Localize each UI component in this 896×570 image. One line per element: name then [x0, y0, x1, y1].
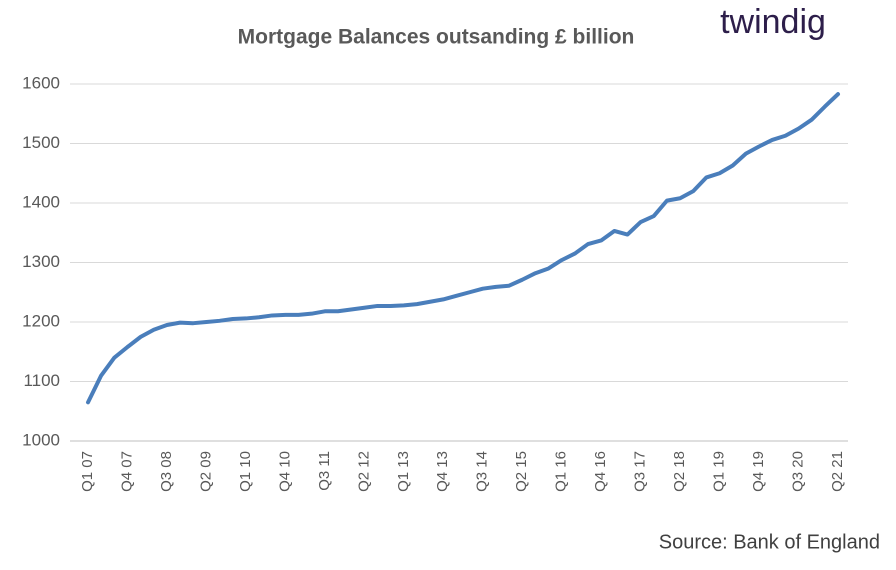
x-tick-label: Q1 19: [711, 451, 728, 492]
x-tick-label: Q3 14: [474, 451, 491, 492]
x-tick-label: Q4 13: [434, 451, 451, 492]
y-tick-label: 1300: [22, 252, 60, 271]
x-tick-label: Q1 13: [395, 451, 412, 492]
line-series: [86, 92, 840, 405]
logo: twindig: [720, 3, 826, 41]
x-tick-label: Q3 17: [632, 451, 649, 492]
x-tick-label: Q4 10: [276, 451, 293, 492]
y-tick-label: 1500: [22, 133, 60, 152]
y-tick-label: 1200: [22, 311, 60, 330]
x-tick-label: Q3 20: [789, 451, 806, 492]
source: Source: Bank of England: [659, 531, 880, 553]
x-tick-label: Q4 19: [750, 451, 767, 492]
x-tick-label: Q2 21: [829, 451, 846, 492]
chart-title: Mortgage Balances outsanding £ billion: [238, 26, 635, 49]
x-tick-label: Q2 18: [671, 451, 688, 492]
y-tick-label: 1000: [22, 430, 60, 449]
x-tick-label: Q3 08: [158, 451, 175, 492]
x-tick-label: Q1 10: [237, 451, 254, 492]
x-tick-label: Q4 07: [118, 451, 135, 492]
x-tick-label: Q1 07: [79, 451, 96, 492]
x-tick-label: Q4 16: [592, 451, 609, 492]
y-tick-label: 1100: [23, 371, 60, 390]
x-tick-label: Q1 16: [553, 451, 570, 492]
x-tick-label: Q2 12: [355, 451, 372, 492]
x-tick-label: Q2 15: [513, 451, 530, 492]
y-tick-label: 1600: [22, 73, 60, 92]
y-tick-label: 1400: [22, 192, 60, 211]
x-tick-label: Q3 11: [316, 451, 333, 491]
x-tick-label: Q2 09: [197, 451, 214, 492]
